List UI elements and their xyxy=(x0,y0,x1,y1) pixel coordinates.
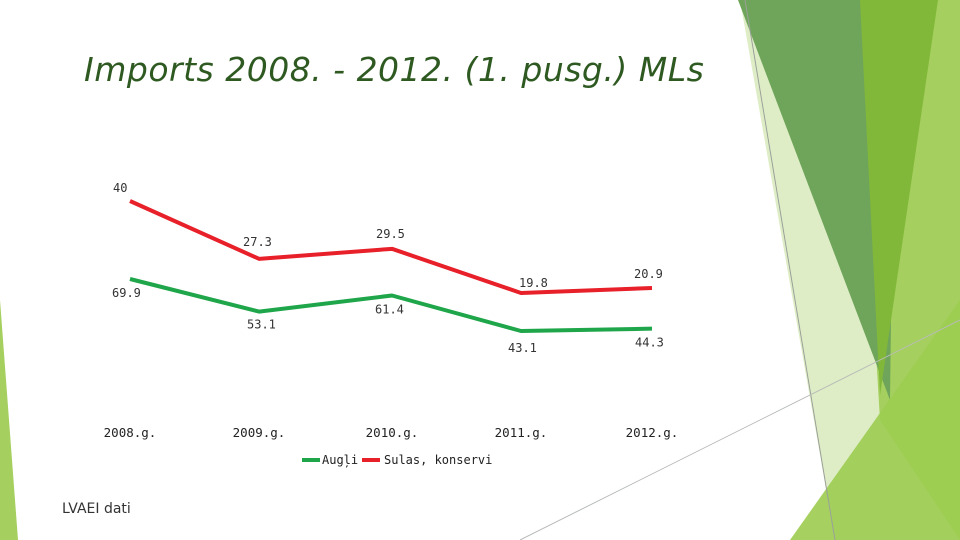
data-label-s0-p2: 61.4 xyxy=(375,302,404,316)
deco-bottom-triangle xyxy=(790,300,960,540)
series-line-1 xyxy=(129,199,653,295)
deco-dark-triangle xyxy=(738,0,895,400)
x-tick-label-4: 2012.g. xyxy=(626,425,679,440)
slide-title: Imports 2008. - 2012. (1. pusg.) MLs xyxy=(84,50,705,89)
deco-line-2 xyxy=(519,319,960,540)
source-note: LVAEI dati xyxy=(62,501,131,517)
data-label-s1-p4: 20.9 xyxy=(634,267,663,281)
data-label-s0-p0: 69.9 xyxy=(112,286,141,300)
x-tick-label-1: 2009.g. xyxy=(233,425,286,440)
legend-label-1: Sulas, konservi xyxy=(384,453,492,467)
series-line-0 xyxy=(129,277,653,333)
x-tick-label-3: 2011.g. xyxy=(495,425,548,440)
data-label-s0-p1: 53.1 xyxy=(247,318,276,332)
x-tick-label-0: 2008.g. xyxy=(104,425,157,440)
data-label-s0-p4: 44.3 xyxy=(635,336,664,350)
data-label-s1-p3: 19.8 xyxy=(519,276,548,290)
data-label-s0-p3: 43.1 xyxy=(508,341,537,355)
deco-left-sliver xyxy=(0,300,18,540)
legend-label-0: Augļi xyxy=(322,453,358,468)
deco-mid-triangle xyxy=(860,0,938,395)
x-tick-label-2: 2010.g. xyxy=(366,425,419,440)
data-label-s1-p0: 40 xyxy=(113,181,127,195)
deco-line-1 xyxy=(744,0,836,540)
data-label-s1-p2: 29.5 xyxy=(376,227,405,241)
data-label-s1-p1: 27.3 xyxy=(243,235,272,249)
